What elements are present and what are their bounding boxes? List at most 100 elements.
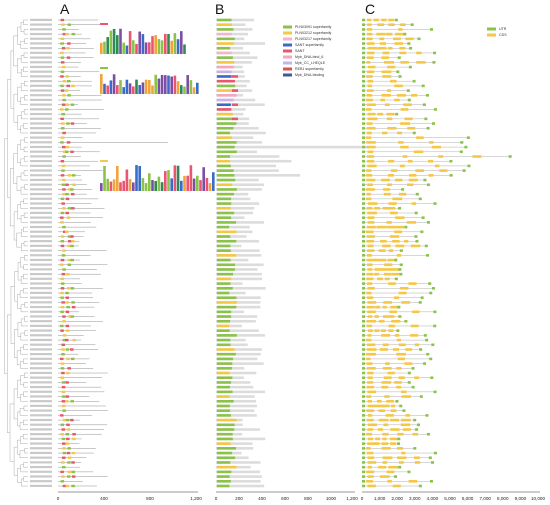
cds-box [366,192,371,196]
leaf-label [30,249,52,252]
utr-box [431,343,435,347]
domain-box [217,301,237,304]
motif-box [62,192,66,196]
motif-box [61,112,65,116]
cds-box [384,263,393,267]
protein-bar [216,399,257,403]
leaf-label [30,183,52,186]
domain-box [217,155,230,158]
motif-box [65,348,70,351]
protein-bar [216,56,258,59]
utr-box [395,399,399,403]
cds-box [380,239,387,243]
utr-box [362,456,365,460]
motif-box [65,296,70,299]
leaf-label [30,240,52,243]
motif-box [67,235,72,238]
logo-letter [157,78,161,94]
logo-letter [205,177,209,191]
logo-letter [164,75,167,94]
utr-box [394,475,398,478]
protein-bar [216,268,258,271]
domain-box [217,484,230,488]
logo-letter [173,75,177,94]
motif-box [65,150,69,153]
utr-box [429,291,433,295]
domain-box [217,329,230,332]
motif-box [61,65,66,69]
leaf-label [30,433,52,436]
utr-box [362,159,365,163]
motif-axis-tick: 400 [100,496,108,501]
leaf-label [30,61,52,64]
cds-box [367,42,375,45]
utr-box [362,390,365,394]
cds-box [367,221,375,224]
leaf-label [30,56,52,59]
cds-box [439,169,448,172]
utr-box [362,437,365,441]
protein-bar [216,343,248,347]
protein-bar [216,287,266,290]
motif-box [60,423,65,427]
cds-box [366,131,372,135]
utr-box [426,183,430,187]
logo-letter [160,182,164,191]
cds-box [367,456,375,460]
cds-box [387,65,396,69]
legend-label: CDS [499,33,507,37]
protein-bar [216,145,371,149]
cds-box [390,169,398,172]
domain-box [217,296,237,300]
motif-box [60,362,65,365]
motif-box [67,258,72,262]
cds-box [374,268,384,271]
cds-box [386,225,396,229]
domain-box [217,334,237,337]
utr-box [362,221,365,224]
utr-box [362,84,365,88]
utr-box [362,188,365,191]
utr-box [362,61,365,64]
logo-letter [132,182,135,191]
cds-box [398,141,404,144]
motif-box [62,225,66,229]
cds-box [367,390,377,394]
utr-box [362,202,365,205]
motif-box [66,287,71,290]
motif-box [60,296,64,299]
leaf-label [30,94,52,97]
utr-box [362,442,365,445]
motif-box [61,475,65,478]
utr-box [362,46,365,50]
cds-box [366,188,375,191]
domain-box [217,65,235,69]
logo-letter [154,35,157,54]
motif-box [60,216,64,219]
utr-box [362,174,365,177]
utr-box [433,324,437,328]
cds-box [438,155,444,158]
cds-box [388,465,399,469]
domain-box [217,268,235,271]
logo-letter [112,179,116,191]
cds-box [434,164,440,168]
domain-box [217,18,232,22]
domain-axis-tick: 1,200 [346,496,358,501]
legend-label: SANT [295,49,305,53]
motif-box [67,94,71,97]
domain-box [217,451,233,455]
gene-structure-tracks [362,18,512,488]
motif-box [60,51,64,55]
legend-label: UTR [499,27,507,31]
cds-box [412,432,419,436]
cds-box [382,432,389,436]
utr-box [459,150,463,154]
logo-letter [180,85,183,94]
domain-box [217,390,233,394]
logo-letter [202,167,205,191]
motif-box [60,211,65,215]
logo-letter [189,80,193,94]
cds-box [414,376,420,380]
cds-box [388,159,395,163]
